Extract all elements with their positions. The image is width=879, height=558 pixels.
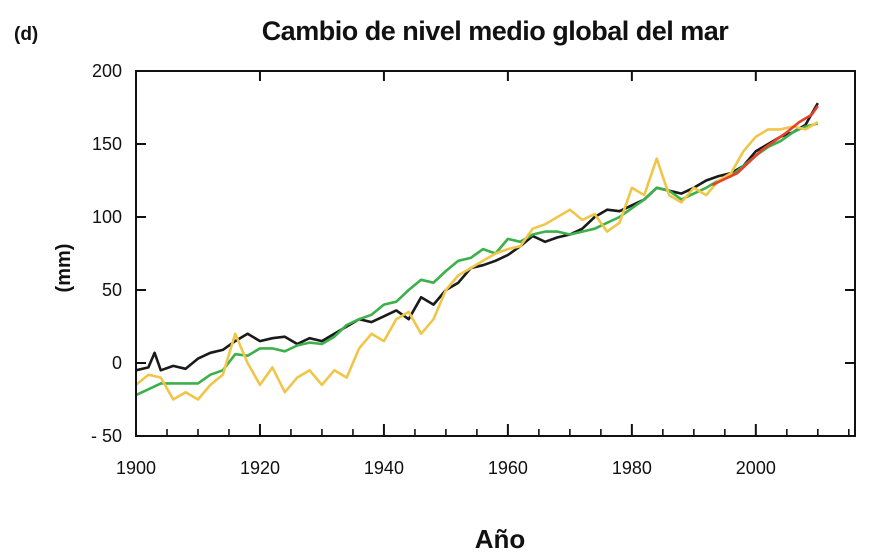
ticks-layer: 1900 1920 1940 1960 1980 2000 - 50 0 50 100 150 200 <box>91 61 855 478</box>
y-tick-label: 50 <box>102 280 122 300</box>
x-tick-label: 1980 <box>612 458 652 478</box>
x-tick-label: 2000 <box>736 458 776 478</box>
plot-frame <box>135 70 856 437</box>
x-tick-label: 1900 <box>116 458 156 478</box>
y-tick-label: 100 <box>92 207 122 227</box>
x-tick-label: 1920 <box>240 458 280 478</box>
x-tick-label: 1940 <box>364 458 404 478</box>
series-line-4 <box>711 105 819 187</box>
y-tick-label: - 50 <box>91 426 122 446</box>
series-layer <box>135 102 819 401</box>
y-tick-label: 200 <box>92 61 122 81</box>
y-tick-label: 0 <box>112 353 122 373</box>
series-line-2 <box>135 122 819 397</box>
y-axis-title: (mm) <box>53 244 75 293</box>
y-tick-label: 150 <box>92 134 122 154</box>
chart-title: Cambio de nivel medio global del mar <box>261 16 729 46</box>
series-line-1 <box>135 102 819 372</box>
x-tick-label: 1960 <box>488 458 528 478</box>
x-axis-title: Año <box>475 524 526 554</box>
series-line-3 <box>135 120 819 401</box>
panel-label: (d) <box>14 24 39 45</box>
